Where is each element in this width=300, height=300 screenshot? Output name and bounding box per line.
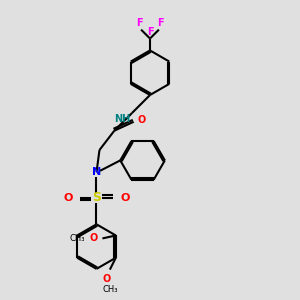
Text: F: F <box>157 18 164 28</box>
Text: O: O <box>103 274 111 284</box>
Text: O: O <box>120 193 130 202</box>
Text: N: N <box>92 167 101 177</box>
Text: NH: NH <box>114 114 131 124</box>
Text: S: S <box>92 191 101 204</box>
Text: CH₃: CH₃ <box>102 285 118 294</box>
Text: O: O <box>137 115 146 125</box>
Text: O: O <box>63 193 73 202</box>
Text: CH₃: CH₃ <box>69 234 85 243</box>
Text: F: F <box>147 27 153 37</box>
Text: F: F <box>136 18 143 28</box>
Text: O: O <box>90 233 98 243</box>
